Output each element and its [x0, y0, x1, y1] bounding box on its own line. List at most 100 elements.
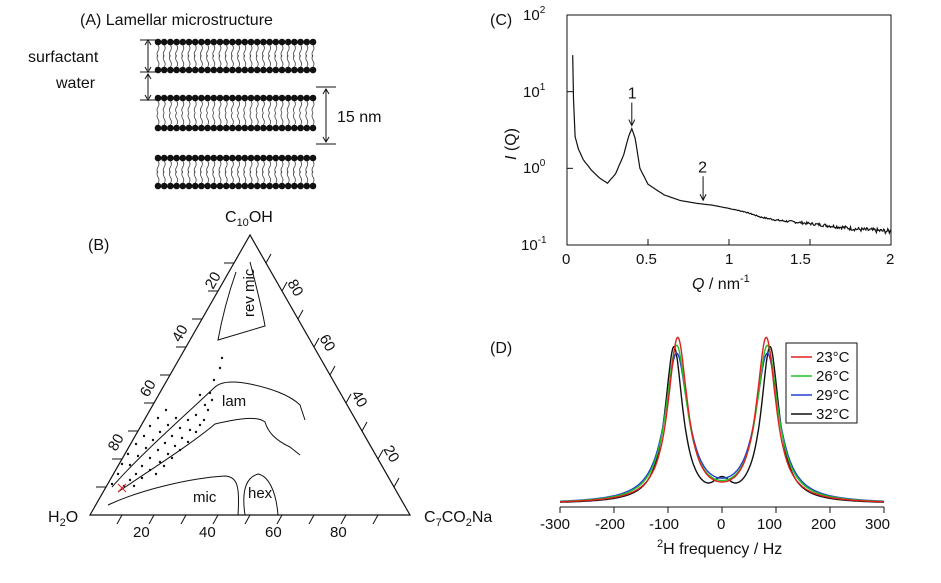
head-group: [284, 182, 292, 190]
head-group: [191, 154, 199, 162]
head-group: [167, 154, 174, 162]
head-group: [167, 66, 174, 74]
sample-point: [203, 403, 207, 407]
rev-mic-boundary: [217, 261, 266, 341]
head-group: [216, 124, 224, 132]
sample-point: [194, 413, 198, 417]
sample-point: [142, 434, 146, 438]
head-group: [303, 182, 311, 190]
sample-point: [128, 478, 132, 482]
region-rev-mic: rev mic: [241, 268, 258, 317]
left-tick-80: 80: [105, 431, 128, 454]
head-group: [210, 124, 218, 132]
head-group: [260, 38, 267, 46]
c-xlabel: Q / nm-1: [692, 273, 750, 293]
head-group: [253, 154, 261, 162]
lam-lower-boundary: [117, 417, 301, 493]
sample-point: [202, 418, 206, 422]
head-group: [278, 124, 286, 132]
head-group: [222, 94, 230, 102]
head-group: [210, 154, 218, 162]
head-group: [303, 38, 311, 46]
c-ytick-1: 100: [523, 158, 546, 177]
head-group: [278, 154, 286, 162]
head-group: [291, 94, 298, 102]
head-group: [247, 124, 255, 132]
head-group: [173, 124, 180, 132]
c-xtick-1: 1: [725, 251, 733, 268]
head-group: [173, 94, 180, 102]
head-group: [216, 66, 224, 74]
nmr-spectrum-26: [560, 344, 884, 503]
sample-point: [206, 408, 210, 412]
head-group: [173, 182, 180, 190]
head-group: [216, 94, 224, 102]
head-group: [191, 124, 199, 132]
sample-point: [134, 472, 138, 476]
sample-point: [170, 434, 174, 438]
head-group: [179, 124, 187, 132]
right-tick-60: 60: [316, 332, 339, 355]
sample-point: [148, 456, 152, 460]
head-group: [284, 94, 292, 102]
tick-right: [345, 393, 352, 404]
head-group: [309, 124, 317, 132]
sample-point: [178, 426, 182, 430]
sample-point: [178, 448, 182, 452]
head-group: [160, 94, 168, 102]
tick-right: [313, 337, 320, 348]
apex-c10oh: C10OH: [225, 209, 273, 229]
head-group: [278, 38, 286, 46]
head-group: [210, 182, 218, 190]
head-group: [191, 182, 199, 190]
sample-point: [194, 430, 198, 434]
lamellar-bilayers: [154, 38, 317, 190]
d-xtick-m300: -300: [540, 516, 570, 533]
head-group: [297, 124, 304, 132]
tick-right: [281, 281, 288, 292]
head-group: [284, 66, 292, 74]
head-group: [216, 38, 224, 46]
head-group: [198, 38, 205, 46]
head-group: [167, 182, 174, 190]
water-label: water: [55, 75, 96, 92]
panel-a-title: (A) Lamellar microstructure: [80, 12, 273, 29]
head-group: [247, 154, 255, 162]
head-group: [235, 154, 242, 162]
head-group: [303, 94, 311, 102]
sample-point: [120, 462, 124, 466]
head-group: [210, 94, 218, 102]
head-group: [284, 124, 292, 132]
left-tick-60: 60: [137, 377, 160, 400]
sample-point: [158, 430, 162, 434]
surfactant-tails: [156, 100, 315, 126]
head-group: [241, 182, 249, 190]
sample-point: [162, 464, 166, 468]
phase-boundaries: [107, 261, 306, 516]
peak-2-label: 2: [698, 159, 707, 176]
head-group: [229, 124, 236, 132]
sample-point: [210, 398, 214, 402]
head-group: [154, 182, 162, 190]
head-group: [198, 94, 205, 102]
sample-points: [110, 356, 224, 488]
sample-point: [164, 408, 168, 412]
nmr-x-ticks: [559, 507, 885, 513]
head-group: [222, 38, 230, 46]
c-xtick-2: 2: [886, 251, 894, 268]
head-group: [222, 66, 230, 74]
tick-bottom: [340, 514, 347, 525]
arrow-head: [699, 194, 707, 202]
c-ytick-10: 101: [523, 82, 546, 101]
d-xtick-m200: -200: [595, 516, 625, 533]
head-group: [216, 154, 224, 162]
sample-point: [136, 454, 140, 458]
c-xtick-1.5: 1.5: [790, 251, 811, 268]
sample-point: [134, 442, 138, 446]
mic-boundary: [107, 475, 240, 516]
head-group: [272, 124, 280, 132]
panel-b-label: (B): [88, 237, 109, 254]
head-group: [266, 154, 273, 162]
tick-bottom: [308, 514, 315, 525]
tick-right: [361, 421, 368, 432]
